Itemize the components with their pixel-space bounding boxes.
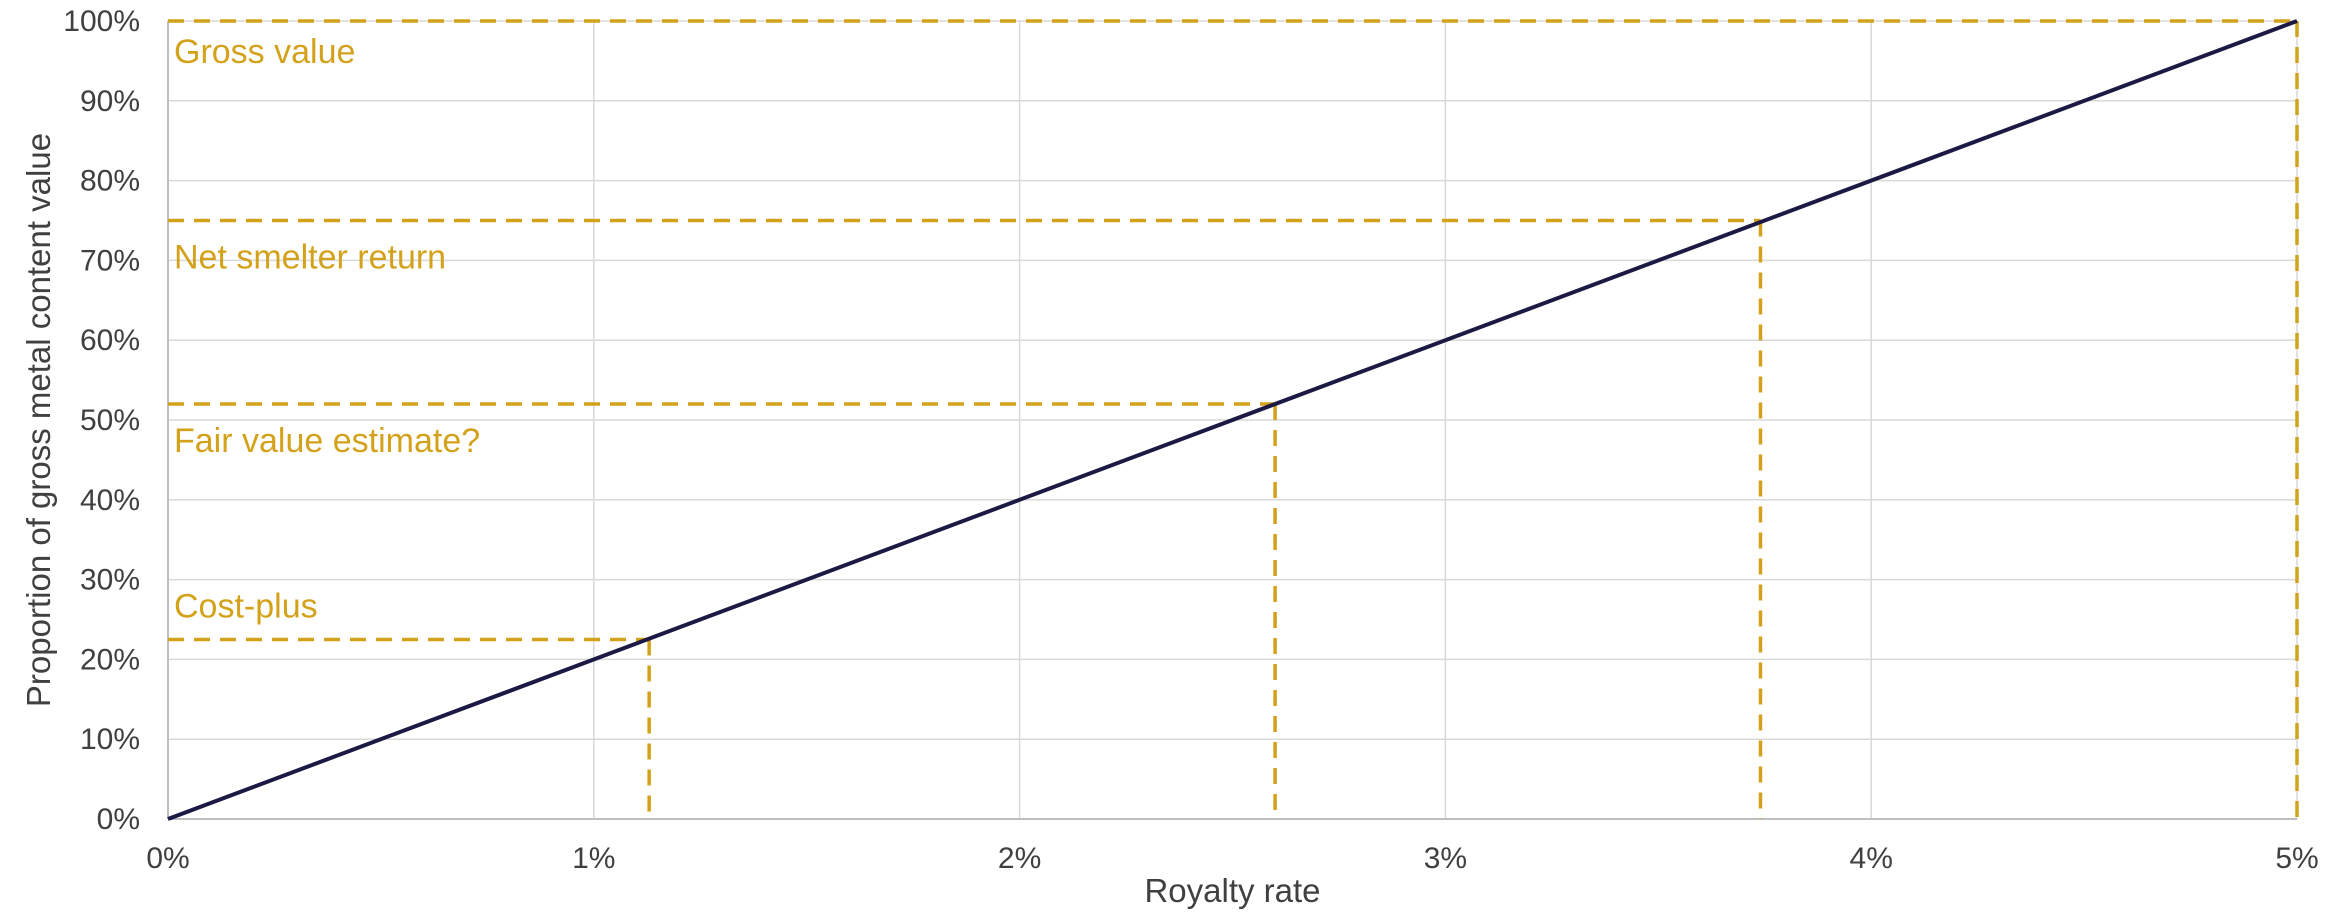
y-tick-label: 20% [80,643,140,676]
y-tick-label: 90% [80,85,140,118]
axes [167,21,2297,820]
series-line [167,19,2298,821]
y-tick-label: 0% [97,803,140,836]
y-tick-label: 40% [80,484,140,517]
y-tick-label: 50% [80,404,140,437]
tick-labels: 0% 10% 20% 30% 40% 50% 60% 70% 80% 90% 100% 0% 1% 2% 3… [63,5,2318,875]
annotation-label: Gross value [174,33,355,71]
x-tick-label: 2% [998,842,1041,875]
y-axis-title: Proportion of gross metal content value [20,133,57,707]
x-tick-label: 4% [1850,842,1893,875]
y-tick-label: 80% [80,165,140,198]
annotation-label: Fair value estimate? [174,422,480,460]
y-tick-label: 10% [80,723,140,756]
y-tick-label: 60% [80,324,140,357]
y-tick-label: 100% [63,5,140,38]
x-axis-title: Royalty rate [1144,872,1320,909]
annotation-guides [168,19,2299,819]
y-tick-label: 30% [80,564,140,597]
y-tick-label: 70% [80,244,140,277]
annotation-label: Net smelter return [174,239,446,277]
x-tick-label: 5% [2275,842,2318,875]
annotation-label: Cost-plus [174,587,318,625]
x-tick-label: 3% [1424,842,1467,875]
series-layer [167,19,2298,821]
annotation-labels: Cost-plus Fair value estimate? Net smelter… [174,33,480,625]
x-tick-label: 1% [572,842,615,875]
x-tick-label: 0% [146,842,189,875]
